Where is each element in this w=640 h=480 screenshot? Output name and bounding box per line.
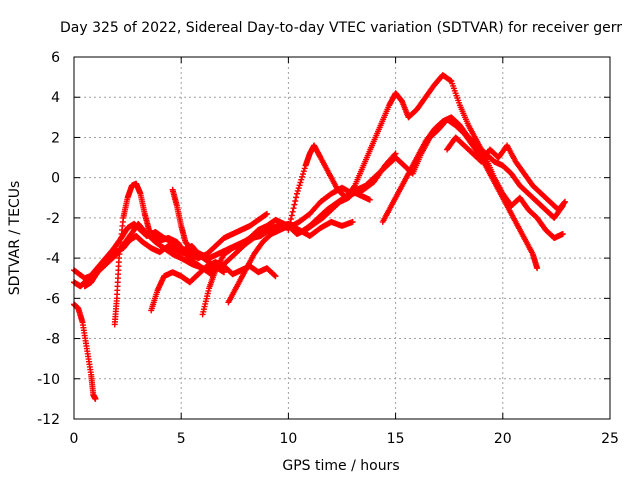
data-point: [297, 179, 304, 186]
data-point: [271, 272, 278, 279]
data-point: [301, 165, 308, 172]
x-tick-label: 10: [279, 431, 297, 447]
data-point: [561, 198, 568, 205]
x-tick-label: 25: [601, 431, 619, 447]
grid-lines: [74, 57, 610, 419]
y-tick-label: 2: [51, 130, 60, 146]
data-point: [289, 208, 296, 215]
data-point: [272, 273, 279, 280]
y-tick-label: -2: [46, 211, 60, 227]
data-point: [287, 216, 294, 223]
y-tick-label: -4: [46, 251, 60, 267]
series-trace-d: [111, 180, 228, 328]
y-tick-label: -6: [46, 291, 60, 307]
data-point: [351, 183, 358, 190]
data-point: [294, 187, 301, 194]
x-tick-label: 20: [494, 431, 512, 447]
data-point: [534, 265, 541, 272]
data-marks: [71, 72, 568, 402]
x-tick-label: 0: [70, 431, 79, 447]
data-point: [559, 230, 566, 237]
y-tick-label: -10: [37, 372, 60, 388]
data-point: [263, 210, 270, 217]
data-point: [285, 226, 292, 233]
series-trace-i: [285, 72, 566, 241]
data-point: [299, 171, 306, 178]
data-point: [349, 218, 356, 225]
data-point: [298, 176, 305, 183]
data-point: [295, 185, 302, 192]
chart-title: Day 325 of 2022, Sidereal Day-to-day VTE…: [60, 20, 622, 36]
x-tick-label: 5: [177, 431, 186, 447]
data-point: [291, 201, 298, 208]
x-tick-label: 15: [387, 431, 405, 447]
data-point: [92, 395, 99, 402]
data-point: [293, 194, 300, 201]
plot-frame: [73, 56, 611, 420]
data-point: [366, 196, 373, 203]
data-point: [296, 182, 303, 189]
y-axis-ticks: -12 -10 -8 -6 -4 -2 0 2 4 6: [37, 50, 610, 428]
y-tick-label: -8: [46, 332, 60, 348]
series-trace-k: [444, 134, 568, 213]
series-trace-e: [148, 259, 279, 314]
data-point: [288, 212, 295, 219]
data-point: [299, 173, 306, 180]
data-point: [287, 219, 294, 226]
y-tick-label: 6: [51, 50, 60, 66]
y-axis-label: SDTVAR / TECUs: [7, 181, 23, 296]
data-point: [300, 168, 307, 175]
x-axis-label: GPS time / hours: [282, 458, 399, 474]
data-point: [290, 205, 297, 212]
data-point: [292, 197, 299, 204]
data-point: [286, 223, 293, 230]
series-early-drop: [71, 301, 99, 402]
y-tick-label: 4: [51, 90, 60, 106]
data-point: [221, 269, 228, 276]
data-point: [293, 190, 300, 197]
y-tick-label: -12: [37, 412, 60, 428]
x-axis-ticks: 0 5 10 15 20 25: [70, 57, 619, 447]
y-tick-label: 0: [51, 171, 60, 187]
